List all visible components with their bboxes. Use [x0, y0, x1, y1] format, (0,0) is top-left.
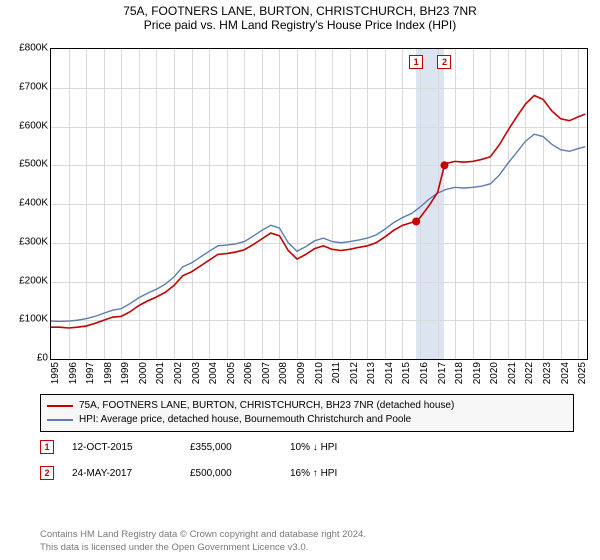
legend: 75A, FOOTNERS LANE, BURTON, CHRISTCHURCH…	[40, 394, 574, 432]
legend-swatch-subject	[47, 405, 73, 407]
series-hpi	[51, 134, 585, 321]
sale-delta-1: 10% ↓ HPI	[290, 442, 337, 453]
ytick-label: £200K	[19, 275, 48, 286]
chart-subtitle: Price paid vs. HM Land Registry's House …	[0, 18, 600, 32]
sale-marker-1: 1	[40, 440, 54, 454]
sale-point-1	[412, 217, 420, 225]
attribution-line2: This data is licensed under the Open Gov…	[40, 541, 580, 554]
line-plot-svg	[51, 49, 587, 359]
plot-area: 12	[50, 48, 588, 360]
ytick-label: £100K	[19, 314, 48, 325]
sale-point-2	[440, 161, 448, 169]
chart-title: 75A, FOOTNERS LANE, BURTON, CHRISTCHURCH…	[0, 4, 600, 18]
sale-row-2: 2 24-MAY-2017 £500,000 16% ↑ HPI	[40, 466, 337, 480]
legend-label-subject: 75A, FOOTNERS LANE, BURTON, CHRISTCHURCH…	[79, 399, 454, 413]
legend-row-subject: 75A, FOOTNERS LANE, BURTON, CHRISTCHURCH…	[47, 399, 567, 413]
ytick-label: £300K	[19, 236, 48, 247]
chart-marker-1: 1	[409, 55, 423, 69]
ytick-label: £500K	[19, 159, 48, 170]
chart-marker-2: 2	[437, 55, 451, 69]
sale-marker-2: 2	[40, 466, 54, 480]
title-block: 75A, FOOTNERS LANE, BURTON, CHRISTCHURCH…	[0, 0, 600, 32]
attribution: Contains HM Land Registry data © Crown c…	[40, 528, 580, 554]
legend-label-hpi: HPI: Average price, detached house, Bour…	[79, 413, 411, 427]
sale-date-2: 24-MAY-2017	[72, 468, 190, 479]
attribution-line1: Contains HM Land Registry data © Crown c…	[40, 528, 580, 541]
xtick-label: 2025	[577, 362, 588, 402]
sale-price-1: £355,000	[190, 442, 290, 453]
legend-swatch-hpi	[47, 419, 73, 421]
ytick-label: £800K	[19, 43, 48, 54]
ytick-label: £400K	[19, 198, 48, 209]
chart-container: 75A, FOOTNERS LANE, BURTON, CHRISTCHURCH…	[0, 0, 600, 560]
sale-price-2: £500,000	[190, 468, 290, 479]
ytick-label: £700K	[19, 81, 48, 92]
sale-row-1: 1 12-OCT-2015 £355,000 10% ↓ HPI	[40, 440, 337, 454]
series-subject	[51, 96, 585, 329]
sale-delta-2: 16% ↑ HPI	[290, 468, 337, 479]
legend-row-hpi: HPI: Average price, detached house, Bour…	[47, 413, 567, 427]
ytick-label: £0	[37, 353, 48, 364]
ytick-label: £600K	[19, 120, 48, 131]
sale-date-1: 12-OCT-2015	[72, 442, 190, 453]
